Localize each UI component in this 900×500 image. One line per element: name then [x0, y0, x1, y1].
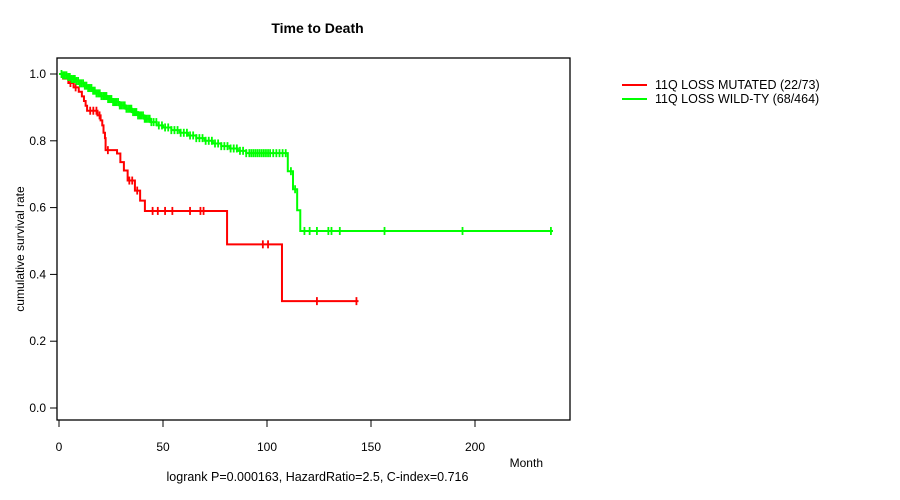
legend-line-sample-wildtype	[622, 97, 647, 101]
legend-item-mutated: 11Q LOSS MUTATED (22/73)	[622, 78, 820, 92]
x-tick-label: 100	[257, 440, 277, 454]
y-tick-label: 0.4	[29, 267, 46, 281]
y-tick-label: 0.6	[29, 201, 46, 215]
y-tick-label: 0.2	[29, 334, 46, 348]
legend-line-sample-mutated	[622, 83, 647, 87]
legend-item-wildtype: 11Q LOSS WILD-TY (68/464)	[622, 92, 820, 106]
x-axis-title: Month	[509, 456, 543, 470]
x-tick-label: 0	[56, 440, 63, 454]
chart-title: Time to Death	[271, 20, 364, 36]
y-axis-title: cumulative survival rate	[13, 186, 27, 312]
legend-label-mutated: 11Q LOSS MUTATED (22/73)	[655, 78, 820, 92]
survival-curve-1	[59, 73, 553, 232]
legend: 11Q LOSS MUTATED (22/73) 11Q LOSS WILD-T…	[622, 78, 820, 106]
stats-annotation: logrank P=0.000163, HazardRatio=2.5, C-i…	[166, 470, 469, 484]
x-tick-label: 150	[361, 440, 381, 454]
x-tick-label: 200	[465, 440, 485, 454]
x-tick-label: 50	[156, 440, 170, 454]
plot-box	[56, 57, 571, 421]
y-tick-label: 1.0	[29, 67, 46, 81]
survival-curve-0	[59, 73, 359, 303]
y-tick-label: 0.0	[29, 401, 46, 415]
legend-label-wildtype: 11Q LOSS WILD-TY (68/464)	[655, 92, 820, 106]
y-tick-label: 0.8	[29, 134, 46, 148]
